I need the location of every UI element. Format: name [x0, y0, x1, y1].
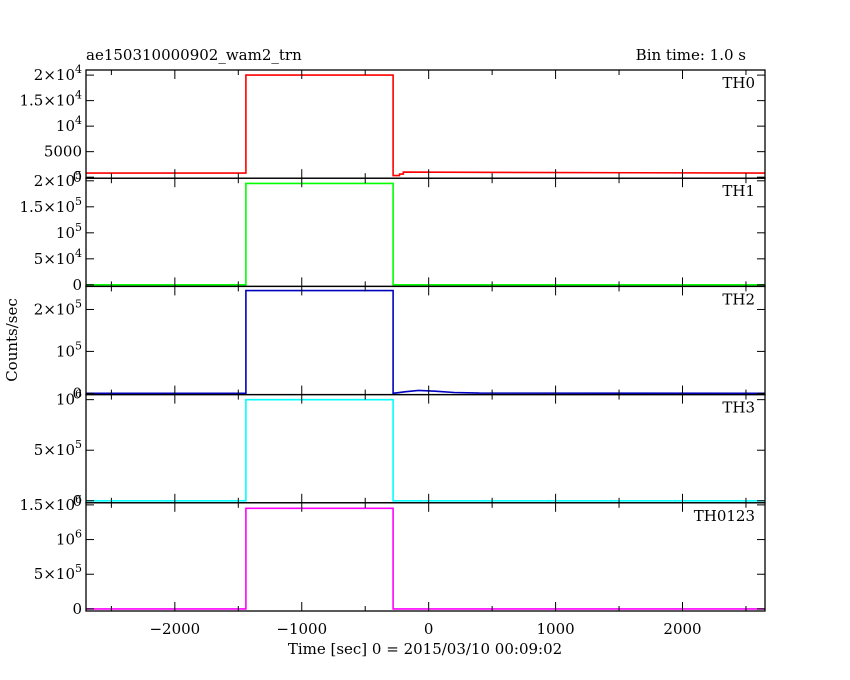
- x-tick-label: 0: [424, 620, 434, 638]
- y-tick-label: 5×105: [34, 562, 82, 583]
- y-axis-label: Counts/sec: [3, 298, 21, 382]
- plot-title: ae150310000902_wam2_trn: [86, 46, 302, 64]
- panel-th0: 0 5000 104 1.5×104 2×104 TH0: [19, 63, 766, 186]
- x-tick-label: −2000: [149, 620, 200, 638]
- series-line-th3: [86, 398, 765, 502]
- panel-th0123: 0 5×105 106 1.5×106 TH0123: [19, 493, 766, 618]
- y-tick-label: 2×104: [34, 63, 82, 84]
- panel-label-th0: TH0: [722, 74, 755, 92]
- series-line-th0: [86, 74, 766, 177]
- y-tick-label: 0: [72, 276, 82, 294]
- panels-group: 0 5000 104 1.5×104 2×104 TH0 0 5×104 105 1.5×105 2…: [19, 63, 766, 638]
- y-tick-label: 0: [72, 168, 82, 186]
- panel-frame: [85, 393, 766, 504]
- y-tick-label: 105: [56, 221, 82, 242]
- panel-frame: [85, 285, 766, 396]
- series-line-th0123: [86, 507, 765, 610]
- bin-time-label: Bin time: 1.0 s: [636, 46, 746, 64]
- y-tick-label: 5×105: [34, 438, 82, 459]
- x-axis-label: Time [sec] 0 = 2015/03/10 00:09:02: [288, 640, 562, 658]
- x-tick-label: −1000: [276, 620, 327, 638]
- y-tick-label: 2×105: [34, 297, 82, 318]
- panel-th2: 0 105 2×105 TH2: [34, 285, 766, 402]
- series-line-th2: [86, 289, 766, 395]
- y-tick-label: 5000: [44, 143, 82, 161]
- panel-frame: [85, 502, 766, 612]
- y-tick-label: 106: [56, 388, 82, 409]
- series-line-th1: [86, 182, 765, 286]
- y-tick-label: 1.5×106: [19, 493, 82, 514]
- panel-th1: 0 5×104 105 1.5×105 2×105 TH1: [19, 169, 766, 294]
- y-tick-label: 0: [72, 600, 82, 618]
- y-tick-label: 0: [72, 384, 82, 402]
- y-tick-label: 1.5×104: [19, 89, 82, 110]
- x-tick-label: 1000: [536, 620, 574, 638]
- panel-th3: 0 5×105 106 TH3: [34, 388, 766, 510]
- y-tick-label: 5×104: [34, 247, 82, 268]
- x-tick-label: 2000: [663, 620, 701, 638]
- y-tick-label: 2×105: [34, 169, 82, 190]
- y-tick-label: 105: [56, 339, 82, 360]
- y-tick-label: 106: [56, 528, 82, 549]
- panel-label-th3: TH3: [722, 399, 755, 417]
- y-tick-label: 1.5×105: [19, 195, 82, 216]
- panel-label-th0123: TH0123: [694, 507, 755, 525]
- y-tick-label: 104: [56, 114, 82, 135]
- y-tick-label: 0: [72, 492, 82, 510]
- panel-frame: [85, 177, 766, 288]
- panel-frame: [85, 69, 766, 179]
- panel-label-th2: TH2: [722, 290, 755, 308]
- panel-label-th1: TH1: [722, 182, 755, 200]
